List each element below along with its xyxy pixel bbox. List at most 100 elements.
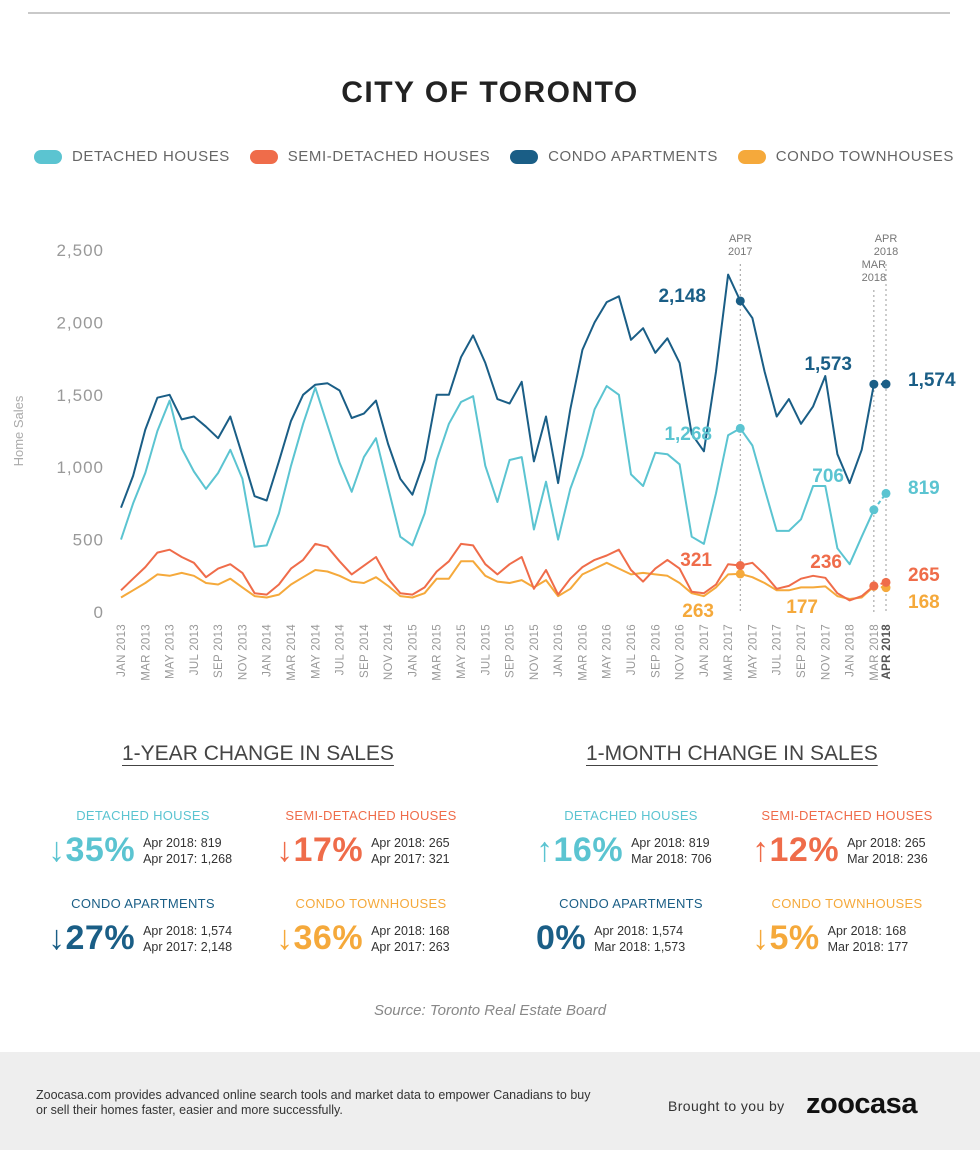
arrow-icon: ↓	[48, 831, 66, 869]
data-label: 2,148	[658, 286, 706, 307]
legend: DETACHED HOUSES SEMI-DETACHED HOUSES CON…	[34, 148, 954, 165]
stat-pct: ↓5%	[752, 919, 820, 958]
stat-pct: ↑12%	[752, 831, 839, 870]
x-tick-label: JUL 2015	[480, 624, 492, 675]
stat-label: SEMI-DETACHED HOUSES	[285, 808, 457, 823]
x-tick-label: MAY 2016	[602, 624, 614, 679]
stat-pct: ↑16%	[536, 831, 623, 870]
data-label: 265	[908, 565, 940, 586]
stat-label: DETACHED HOUSES	[564, 808, 698, 823]
x-tick-label: SEP 2013	[213, 624, 225, 678]
stat-current: Apr 2018: 168	[827, 923, 907, 938]
y-axis-label: Home Sales	[11, 395, 26, 466]
data-label: 236	[810, 552, 842, 573]
stat-previous: Mar 2018: 706	[631, 851, 712, 866]
x-tick-label: JAN 2013	[116, 624, 128, 677]
x-tick-label: NOV 2017	[820, 624, 832, 680]
marker-label: 2018	[874, 246, 898, 258]
x-tick-label: MAR 2013	[140, 624, 152, 681]
x-tick-label: NOV 2014	[383, 624, 395, 680]
x-tick-label: MAR 2014	[286, 624, 298, 681]
x-tick-label: MAY 2017	[747, 624, 759, 679]
stat-label: CONDO APARTMENTS	[559, 896, 703, 911]
y-tick-label: 0	[94, 603, 104, 622]
x-tick-label: MAY 2013	[165, 624, 177, 679]
stat-label: CONDO APARTMENTS	[71, 896, 215, 911]
x-tick-label: MAR 2017	[723, 624, 735, 681]
footer: Zoocasa.com provides advanced online sea…	[0, 1052, 980, 1150]
series-line	[120, 542, 875, 602]
stat-current: Apr 2018: 265	[371, 835, 450, 850]
arrow-icon: ↓	[276, 831, 294, 869]
data-label: 263	[682, 601, 714, 622]
stat-1m-detached: DETACHED HOUSES ↑16% Apr 2018: 819 Mar 20…	[536, 808, 756, 870]
stat-1y-condo-townhouses: CONDO TOWNHOUSES ↓36% Apr 2018: 168 Apr 2…	[276, 896, 496, 958]
arrow-icon: ↓	[48, 919, 66, 957]
x-tick-label: NOV 2016	[675, 624, 687, 680]
stat-pct-value: 17%	[293, 831, 364, 869]
stat-current: Apr 2018: 1,574	[143, 923, 233, 938]
stat-label: DETACHED HOUSES	[76, 808, 210, 823]
data-label: 819	[908, 478, 940, 499]
x-tick-label: MAY 2014	[310, 624, 322, 679]
legend-label-condo-townhouses: CONDO TOWNHOUSES	[775, 148, 954, 165]
legend-item-condo-apartments: CONDO APARTMENTS	[510, 148, 718, 165]
data-label: 1,268	[664, 424, 712, 445]
stat-previous: Apr 2017: 1,268	[143, 851, 233, 866]
legend-swatch-semi	[249, 149, 278, 164]
stat-label: SEMI-DETACHED HOUSES	[761, 808, 933, 823]
data-label: 706	[812, 466, 844, 487]
stat-label: CONDO TOWNHOUSES	[295, 896, 447, 911]
one-month-title: 1-MONTH CHANGE IN SALES	[586, 742, 878, 765]
x-tick-label: JAN 2017	[699, 624, 711, 677]
data-label: 321	[680, 550, 712, 571]
stat-pct-value: 27%	[65, 919, 136, 957]
y-tick-label: 1,000	[56, 458, 104, 477]
x-tick-label: SEP 2014	[359, 624, 371, 678]
stat-pct: ↓17%	[276, 831, 363, 870]
arrow-icon: ↓	[276, 919, 294, 957]
stat-pct: ↓27%	[48, 919, 135, 958]
data-label: 177	[786, 597, 818, 618]
arrow-icon: ↑	[752, 831, 770, 869]
stat-previous: Mar 2018: 1,573	[594, 939, 686, 954]
one-year-title: 1-YEAR CHANGE IN SALES	[122, 742, 394, 765]
data-point	[735, 569, 745, 579]
data-point	[735, 561, 745, 571]
stat-pct: 0%	[536, 919, 586, 958]
stat-current: Apr 2018: 168	[371, 923, 450, 938]
footer-text: Zoocasa.com provides advanced online sea…	[36, 1088, 591, 1117]
data-label: 168	[908, 592, 940, 613]
data-point	[881, 488, 891, 498]
series-line	[120, 385, 875, 566]
zoocasa-logo: zoocasa	[806, 1088, 917, 1120]
x-tick-label: MAR 2016	[577, 624, 589, 681]
y-tick-label: 2,000	[56, 313, 104, 332]
x-tick-label: MAR 2015	[432, 624, 444, 681]
y-tick-label: 1,500	[56, 386, 104, 405]
legend-label-semi: SEMI-DETACHED HOUSES	[287, 148, 491, 165]
stat-previous: Mar 2018: 177	[827, 939, 909, 954]
stat-1y-condo-apartments: CONDO APARTMENTS ↓27% Apr 2018: 1,574 Apr…	[48, 896, 268, 958]
arrow-icon: ↑	[536, 831, 554, 869]
chart-title: CITY OF TORONTO	[341, 76, 639, 109]
data-point	[869, 505, 879, 515]
marker-label: APR	[729, 233, 752, 245]
marker-label: 2017	[728, 246, 752, 258]
x-tick-label: JAN 2014	[262, 624, 274, 677]
x-tick-label: MAY 2015	[456, 624, 468, 679]
stat-current: Apr 2018: 819	[143, 835, 222, 850]
data-label: 1,573	[804, 354, 852, 375]
stat-previous: Mar 2018: 236	[847, 851, 928, 866]
stat-1y-semi: SEMI-DETACHED HOUSES ↓17% Apr 2018: 265 A…	[276, 808, 496, 870]
legend-label-detached: DETACHED HOUSES	[72, 148, 230, 165]
stat-pct-value: 0%	[536, 919, 587, 957]
marker-label: 2018	[862, 272, 886, 284]
x-tick-label: JUL 2016	[626, 624, 638, 675]
legend-swatch-condo-townhouses	[737, 149, 766, 164]
stat-1y-detached: DETACHED HOUSES ↓35% Apr 2018: 819 Apr 20…	[48, 808, 268, 870]
data-point	[869, 581, 879, 591]
legend-item-detached: DETACHED HOUSES	[34, 148, 230, 165]
stat-pct: ↓36%	[276, 919, 363, 958]
x-tick-label: NOV 2015	[529, 624, 541, 680]
